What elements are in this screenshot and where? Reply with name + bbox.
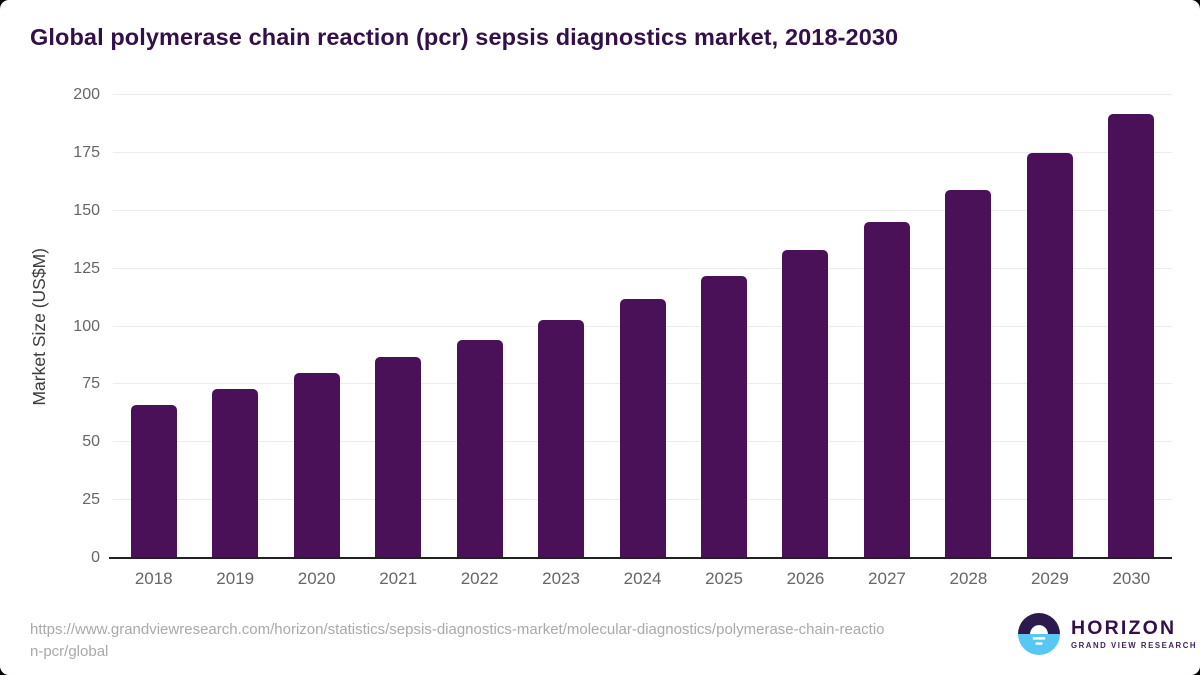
source-url-line2: n-pcr/global (30, 643, 109, 660)
bar-slot-2023 (520, 95, 601, 558)
bar-slot-2030 (1091, 95, 1172, 558)
bar-2025 (701, 275, 748, 558)
x-tick-label-2019: 2019 (216, 569, 255, 588)
bar-2021 (375, 356, 422, 558)
x-tick-labels: 2018 2019 2020 2021 2022 2023 2024 2025 2026 2027… (113, 569, 1172, 589)
source-url-line1: https://www.grandviewresearch.com/horizo… (30, 621, 885, 638)
bar-2023 (538, 319, 585, 558)
bar-slot-2028 (928, 95, 1009, 558)
bar-2026 (782, 250, 829, 558)
x-tick-label-2024: 2024 (623, 569, 662, 588)
y-tick-label-125: 125 (73, 259, 100, 277)
x-axis-line (109, 557, 1172, 559)
bar-2024 (619, 298, 666, 558)
bar-2020 (293, 372, 340, 558)
y-axis-title: Market Size (US$M) (28, 247, 49, 406)
horizon-logo-tagline: GRAND VIEW RESEARCH (1071, 641, 1198, 650)
x-tick-label-2026: 2026 (786, 569, 825, 588)
x-tick-label-2020: 2020 (297, 569, 336, 588)
x-tick-label-2030: 2030 (1112, 569, 1151, 588)
bar-2019 (212, 389, 259, 558)
y-tick-label-100: 100 (73, 317, 100, 335)
bar-slot-2019 (194, 95, 275, 558)
horizon-logo-icon (1018, 613, 1060, 655)
x-tick-label-2018: 2018 (134, 569, 173, 588)
bar-slot-2018 (113, 95, 194, 558)
bar-slot-2025 (683, 95, 764, 558)
bars-layer (113, 95, 1172, 558)
y-tick-label-50: 50 (82, 433, 100, 451)
x-tick-label-2028: 2028 (949, 569, 988, 588)
bar-slot-2021 (357, 95, 438, 558)
bar-2030 (1108, 113, 1155, 558)
bar-slot-2020 (276, 95, 357, 558)
bar-2029 (1026, 152, 1073, 558)
y-axis-title-wrap: Market Size (US$M) (28, 95, 50, 558)
bar-2022 (456, 340, 503, 558)
bar-2018 (130, 405, 177, 558)
horizon-logo-text: HORIZON GRAND VIEW RESEARCH (1071, 618, 1197, 650)
gridline-200 (113, 94, 1172, 95)
x-tick-label-2025: 2025 (705, 569, 743, 588)
y-tick-label-175: 175 (73, 143, 100, 161)
x-tick-label-2022: 2022 (460, 569, 499, 588)
y-tick-label-75: 75 (82, 375, 100, 393)
x-tick-label-2027: 2027 (868, 569, 906, 588)
bar-slot-2024 (602, 95, 683, 558)
y-tick-label-25: 25 (82, 491, 100, 509)
bar-slot-2026 (765, 95, 846, 558)
gridline-150 (113, 209, 1172, 211)
x-tick-label-2029: 2029 (1030, 569, 1069, 588)
source-url: https://www.grandviewresearch.com/horizo… (30, 619, 885, 663)
horizon-logo-name: HORIZON (1071, 617, 1177, 639)
y-tick-label-150: 150 (73, 201, 100, 219)
gridline-125 (113, 267, 1172, 269)
plot-area: 0 25 50 75 100 125 150 175 200 2018 2019 2020 2021 2… (73, 86, 1172, 588)
chart-title: Global polymerase chain reaction (pcr) s… (30, 24, 899, 50)
y-tick-label-200: 200 (73, 86, 100, 103)
x-tick-label-2021: 2021 (379, 569, 418, 588)
y-tick-label-0: 0 (91, 549, 100, 566)
bar-slot-2022 (439, 95, 520, 558)
bar-2027 (863, 222, 910, 558)
gridline-175 (113, 151, 1172, 153)
bar-slot-2027 (846, 95, 927, 558)
horizon-logo: HORIZON GRAND VIEW RESEARCH (1018, 613, 1197, 655)
bar-slot-2029 (1009, 95, 1090, 558)
bar-2028 (945, 189, 992, 558)
x-tick-label-2023: 2023 (542, 569, 580, 588)
